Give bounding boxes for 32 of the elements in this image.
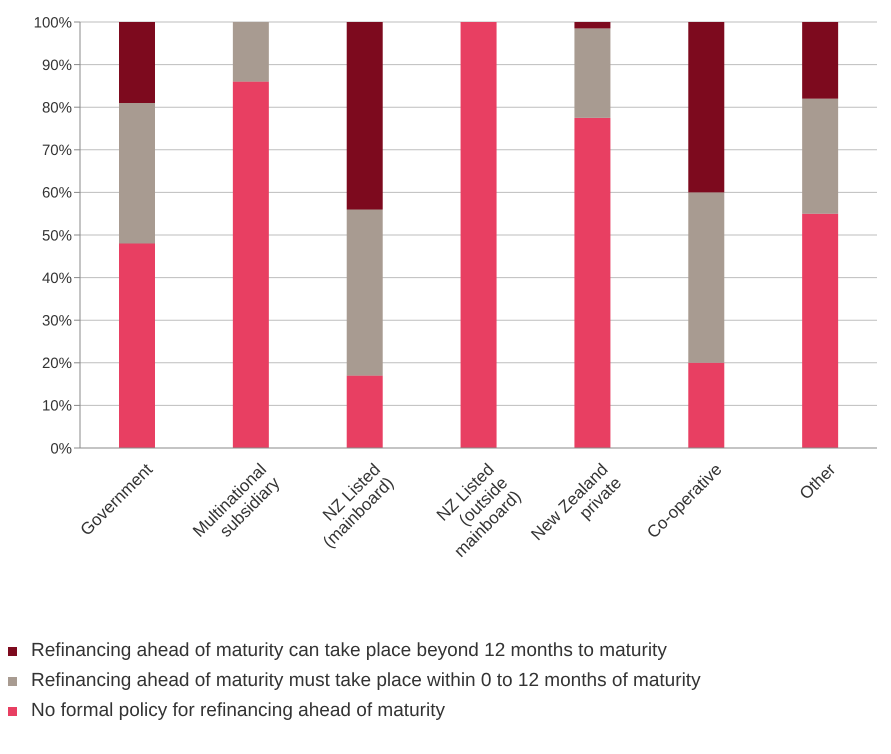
bar bbox=[232, 82, 269, 448]
y-tick-label: 0% bbox=[50, 440, 72, 458]
y-tick-label: 80% bbox=[42, 100, 72, 117]
bar bbox=[802, 98, 838, 214]
bar bbox=[119, 102, 155, 244]
bar bbox=[346, 209, 383, 376]
bar bbox=[802, 214, 838, 448]
bar bbox=[346, 22, 383, 210]
bar bbox=[119, 22, 155, 103]
bar bbox=[574, 28, 610, 118]
y-tick-label: 40% bbox=[42, 270, 72, 287]
bar bbox=[346, 376, 383, 448]
bar bbox=[119, 244, 155, 448]
bar bbox=[802, 22, 838, 99]
legend-label: Refinancing ahead of maturity can take place beyond 12 months to maturity bbox=[31, 640, 667, 662]
y-tick-label: 30% bbox=[42, 312, 72, 330]
y-tick-label: 70% bbox=[42, 142, 72, 160]
y-tick-label: 90% bbox=[42, 56, 72, 74]
bar bbox=[574, 22, 610, 28]
legend-label: No formal policy for refinancing ahead of maturity bbox=[31, 700, 445, 722]
bar bbox=[688, 192, 724, 363]
bar bbox=[460, 22, 497, 448]
y-tick-label: 100% bbox=[34, 14, 72, 32]
y-tick-label: 20% bbox=[42, 355, 72, 372]
bar bbox=[688, 362, 724, 448]
bar bbox=[688, 22, 724, 192]
y-tick-label: 10% bbox=[42, 398, 72, 415]
y-tick-label: 50% bbox=[42, 227, 72, 244]
bar bbox=[574, 118, 610, 448]
bar bbox=[232, 22, 269, 82]
y-tick-label: 60% bbox=[42, 184, 72, 202]
legend-label: Refinancing ahead of maturity must take place within 0 to 12 months of maturity bbox=[31, 670, 701, 692]
